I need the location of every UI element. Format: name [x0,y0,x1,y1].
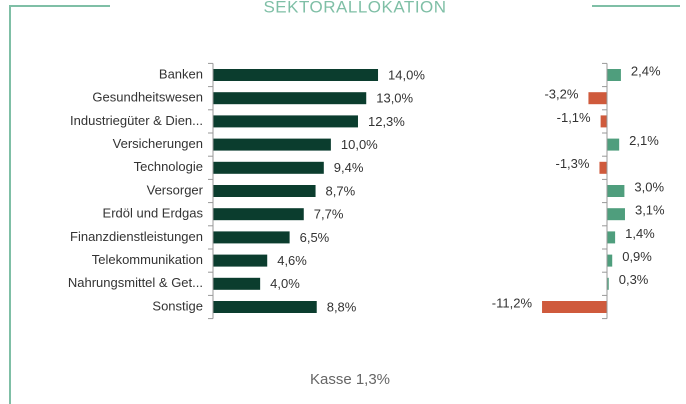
value-label: 0,9% [622,249,652,264]
value-label: 8,7% [326,183,356,198]
value-label: -1,1% [557,110,591,125]
value-label: -1,3% [555,156,589,171]
bar [213,277,261,290]
bar [213,185,316,197]
bar [213,254,268,267]
value-label: 10,0% [341,137,378,152]
bar [213,161,324,174]
note: Kasse 1,3% [310,371,390,388]
value-label: 0,3% [619,272,649,287]
value-label: -3,2% [544,87,578,102]
value-label: 6,5% [300,230,330,245]
bar [607,254,613,267]
bar [213,301,317,313]
category-label: Industriegüter & Dien... [70,113,203,128]
value-label: 3,0% [634,179,664,194]
category-label: Nahrungsmittel & Get... [68,275,203,290]
bar [213,231,290,244]
bar [213,92,367,105]
value-label: 2,4% [631,63,661,78]
chart-title: SEKTORALLOKATION [263,0,446,16]
value-label: 9,4% [334,160,364,175]
bar [213,69,379,81]
category-label: Erdöl und Erdgas [103,206,204,221]
bar [607,185,625,197]
category-label: Banken [159,66,203,81]
category-label: Sonstige [152,298,203,313]
category-label: Versorger [147,182,204,197]
bar [542,301,607,313]
category-label: Finanzdienstleistungen [70,229,203,244]
value-label: 1,4% [625,226,655,241]
bar [607,277,609,290]
value-label: 2,1% [629,133,659,148]
bar [607,138,620,151]
value-label: 4,0% [270,276,300,291]
category-label: Technologie [134,159,203,174]
value-label: 13,0% [376,91,413,106]
value-label: 7,7% [314,207,344,222]
bar [607,69,621,81]
bar [600,115,607,128]
bar [588,92,607,105]
bar [607,208,625,221]
value-label: 12,3% [368,114,405,129]
bar [213,208,304,221]
value-label: 14,0% [388,67,425,82]
bar [213,138,331,151]
value-label: 8,8% [327,299,357,314]
value-label: 4,6% [277,253,307,268]
bar [213,115,358,128]
value-label: 3,1% [635,203,665,218]
category-label: Gesundheitswesen [92,90,203,105]
category-label: Versicherungen [113,136,203,151]
bar [599,161,607,174]
value-label: -11,2% [492,295,533,310]
category-label: Telekommunikation [92,252,203,267]
bar [607,231,616,244]
